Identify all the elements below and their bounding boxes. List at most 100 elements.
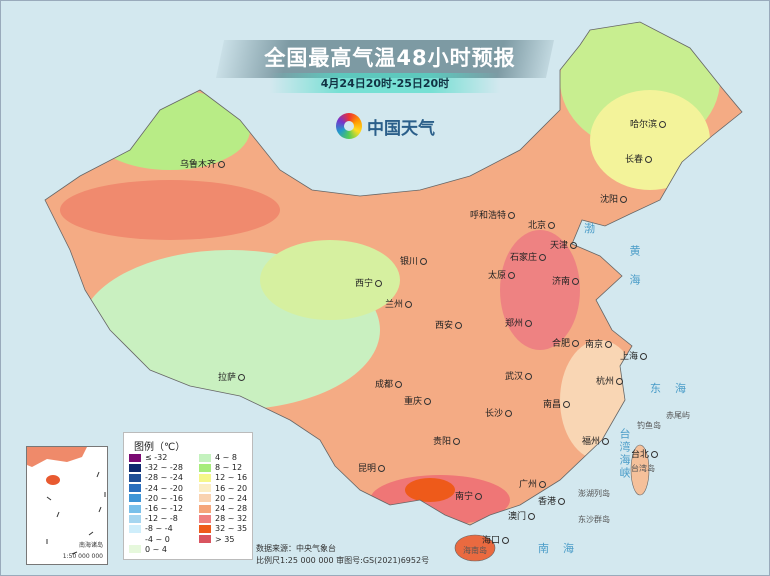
island-label: 赤尾屿: [666, 411, 690, 420]
city-label: 广州: [519, 477, 548, 490]
logo: 中国天气: [336, 113, 435, 139]
city-marker-icon: [475, 493, 483, 500]
city-marker-icon: [505, 410, 513, 417]
legend-swatch: [129, 473, 141, 482]
logo-text: 中国天气: [367, 118, 435, 139]
city-label: 郑州: [505, 316, 534, 329]
city-marker-icon: [539, 254, 547, 261]
city-marker-icon: [659, 121, 667, 128]
legend-item: -20 ~ -16: [129, 494, 183, 503]
city-name: 海口: [482, 536, 501, 546]
city-marker-icon: [378, 465, 386, 472]
legend-label: -16 ~ -12: [145, 504, 183, 513]
city-marker-icon: [620, 196, 628, 203]
city-marker-icon: [420, 258, 428, 265]
legend-label: 0 ~ 4: [145, 544, 167, 554]
city-marker-icon: [453, 438, 461, 445]
city-label: 济南: [552, 274, 581, 287]
city-name: 郑州: [505, 319, 524, 329]
city-label: 南宁: [455, 489, 484, 502]
city-label: 香港: [538, 494, 567, 507]
city-marker-icon: [508, 212, 516, 219]
legend-label: -28 ~ -24: [145, 473, 183, 483]
sea-label: 黄海: [628, 245, 641, 303]
city-marker-icon: [602, 438, 610, 445]
city-name: 南京: [585, 340, 604, 350]
city-marker-icon: [563, 401, 571, 408]
legend-item: -32 ~ -28: [129, 463, 183, 472]
city-name: 石家庄: [510, 253, 538, 263]
legend-swatch: [129, 504, 141, 513]
city-name: 澳门: [508, 512, 527, 522]
city-label: 长沙: [485, 406, 514, 419]
legend-item: -28 ~ -24: [129, 473, 183, 482]
city-name: 沈阳: [600, 195, 619, 205]
city-label: 北京: [528, 218, 557, 231]
legend: 图例（℃） ≤ -32 -32 ~ -28 -28 ~ -24 -24 ~ -20 -2…: [123, 432, 253, 560]
city-label: 长春: [625, 152, 654, 165]
city-name: 合肥: [552, 339, 571, 349]
sea-label: 渤: [584, 222, 609, 235]
legend-swatch: [199, 504, 211, 513]
city-name: 长春: [625, 155, 644, 165]
city-label: 成都: [375, 377, 404, 390]
city-label: 乌鲁木齐: [180, 157, 227, 170]
city-name: 杭州: [596, 377, 615, 387]
island-label: 钓鱼岛: [637, 421, 661, 430]
city-marker-icon: [640, 353, 648, 360]
legend-swatch: [199, 463, 211, 472]
city-marker-icon: [395, 381, 403, 388]
city-name: 福州: [582, 437, 601, 447]
city-marker-icon: [651, 451, 659, 458]
legend-swatch: [129, 463, 141, 472]
city-marker-icon: [218, 161, 226, 168]
city-name: 济南: [552, 277, 571, 287]
legend-label: ≤ -32: [145, 453, 168, 462]
city-name: 南昌: [543, 400, 562, 410]
city-marker-icon: [528, 513, 536, 520]
city-marker-icon: [375, 280, 383, 287]
city-marker-icon: [548, 222, 556, 229]
city-label: 石家庄: [510, 250, 548, 263]
taiwan-island: [630, 444, 650, 496]
legend-swatch: [199, 524, 211, 533]
legend-label: 12 ~ 16: [215, 473, 248, 483]
island-label: 台湾岛: [631, 464, 655, 473]
legend-item: 4 ~ 8: [199, 453, 237, 462]
city-label: 重庆: [404, 394, 433, 407]
legend-label: 24 ~ 28: [215, 504, 248, 513]
legend-item: -4 ~ 0: [129, 535, 170, 544]
data-source: 数据来源：中央气象台: [256, 544, 336, 553]
legend-item: ≤ -32: [129, 453, 167, 462]
city-name: 哈尔滨: [630, 120, 658, 130]
city-name: 兰州: [385, 300, 404, 310]
city-name: 长沙: [485, 409, 504, 419]
city-label: 昆明: [358, 461, 387, 474]
city-marker-icon: [424, 398, 432, 405]
forecast-period: 4月24日20时-25日20时: [320, 77, 450, 90]
legend-item: 0 ~ 4: [129, 545, 167, 554]
legend-item: 12 ~ 16: [199, 473, 247, 482]
city-label: 太原: [488, 268, 517, 281]
city-name: 乌鲁木齐: [180, 160, 217, 170]
city-marker-icon: [525, 373, 533, 380]
city-label: 福州: [582, 434, 611, 447]
inset-scale: 1:50 000 000: [62, 553, 103, 560]
city-label: 西安: [435, 318, 464, 331]
page-title: 全国最高气温48小时预报: [264, 46, 516, 70]
legend-label: -4 ~ 0: [145, 534, 170, 544]
city-name: 上海: [620, 352, 639, 362]
city-marker-icon: [570, 242, 578, 249]
legend-item: 20 ~ 24: [199, 494, 247, 503]
city-marker-icon: [616, 378, 624, 385]
legend-swatch: [199, 514, 211, 523]
hainan-island: [454, 534, 496, 562]
city-name: 重庆: [404, 397, 423, 407]
city-marker-icon: [572, 278, 580, 285]
city-name: 广州: [519, 480, 538, 490]
legend-label: -24 ~ -20: [145, 483, 183, 493]
legend-item: 24 ~ 28: [199, 504, 247, 513]
city-marker-icon: [508, 272, 516, 279]
legend-label: 8 ~ 12: [215, 463, 243, 473]
island-label: 澎湖列岛: [578, 489, 610, 498]
